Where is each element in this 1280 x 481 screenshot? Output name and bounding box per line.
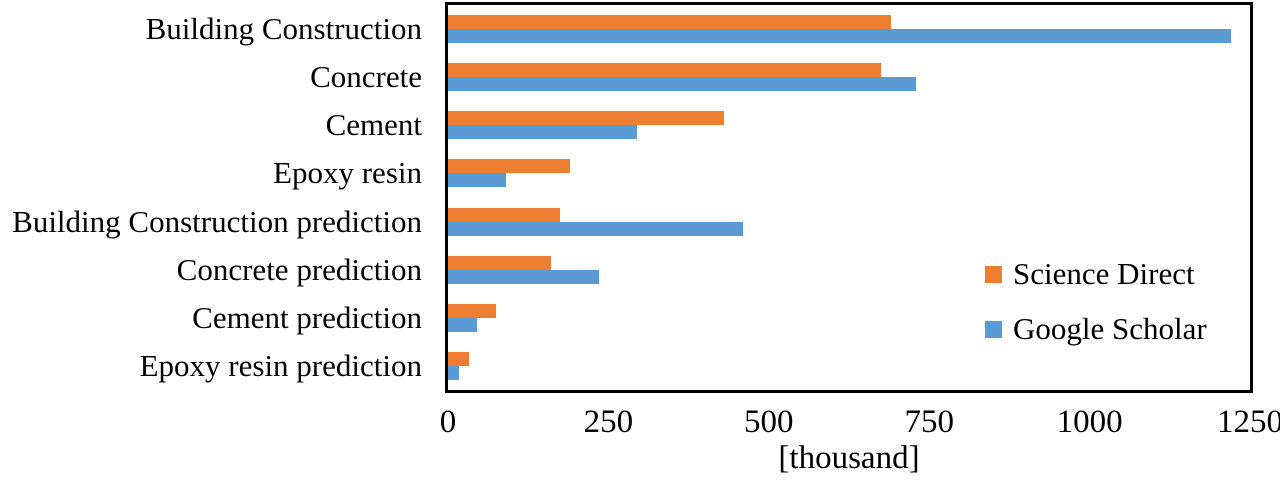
x-tick-label: 250 xyxy=(583,404,634,440)
bar-group xyxy=(448,342,1250,390)
bar-group xyxy=(448,101,1250,149)
bar-science-direct xyxy=(448,303,497,318)
bar-science-direct xyxy=(448,15,891,30)
x-tick-label: 1000 xyxy=(1056,404,1123,440)
legend-label: Science Direct xyxy=(1013,256,1195,291)
bar-google-scholar xyxy=(448,29,1231,44)
bar-google-scholar xyxy=(448,173,506,188)
category-label: Concrete xyxy=(310,59,422,95)
x-tick-label: 500 xyxy=(744,404,794,440)
bar-science-direct xyxy=(448,207,561,222)
x-axis-ticks: 0 250 500 750 1000 1250 xyxy=(0,406,1280,446)
x-tick-label: 1250 xyxy=(1217,404,1280,440)
legend-label: Google Scholar xyxy=(1013,311,1207,346)
bar-google-scholar xyxy=(448,125,638,140)
bar-science-direct xyxy=(448,111,724,126)
bar-group xyxy=(448,5,1250,53)
bar-group xyxy=(448,198,1250,246)
category-label: Concrete prediction xyxy=(176,251,422,287)
x-axis-label: [thousand] xyxy=(778,440,920,476)
bar-rows xyxy=(448,5,1250,390)
bar-science-direct xyxy=(448,351,470,366)
category-label: Cement xyxy=(325,107,422,143)
bar-google-scholar xyxy=(448,317,477,332)
bar-google-scholar xyxy=(448,77,917,92)
bar-group xyxy=(448,294,1250,342)
bar-google-scholar xyxy=(448,269,599,284)
category-label: Cement prediction xyxy=(192,299,422,335)
bar-science-direct xyxy=(448,255,551,270)
bar-science-direct xyxy=(448,159,570,174)
bar-group xyxy=(448,246,1250,294)
bar-google-scholar xyxy=(448,365,459,380)
bar-group xyxy=(448,53,1250,101)
legend-item-google-scholar: Google Scholar xyxy=(985,311,1207,347)
category-label: Building Construction prediction xyxy=(12,203,422,239)
category-label: Epoxy resin prediction xyxy=(139,347,422,383)
category-label: Building Construction xyxy=(145,11,422,47)
bar-google-scholar xyxy=(448,221,744,236)
category-labels: Building Construction Concrete Cement Epoxy… xyxy=(0,5,430,390)
bar-science-direct xyxy=(448,63,882,78)
google-scholar-swatch-icon xyxy=(985,320,1002,338)
x-tick-label: 0 xyxy=(439,404,457,440)
x-tick-label: 750 xyxy=(904,404,954,440)
legend: Science Direct Google Scholar xyxy=(985,256,1207,347)
plot-area xyxy=(445,2,1253,393)
category-label: Epoxy resin xyxy=(273,155,422,191)
bar-group xyxy=(448,149,1250,197)
science-direct-swatch-icon xyxy=(985,265,1002,283)
legend-item-science-direct: Science Direct xyxy=(985,256,1207,292)
